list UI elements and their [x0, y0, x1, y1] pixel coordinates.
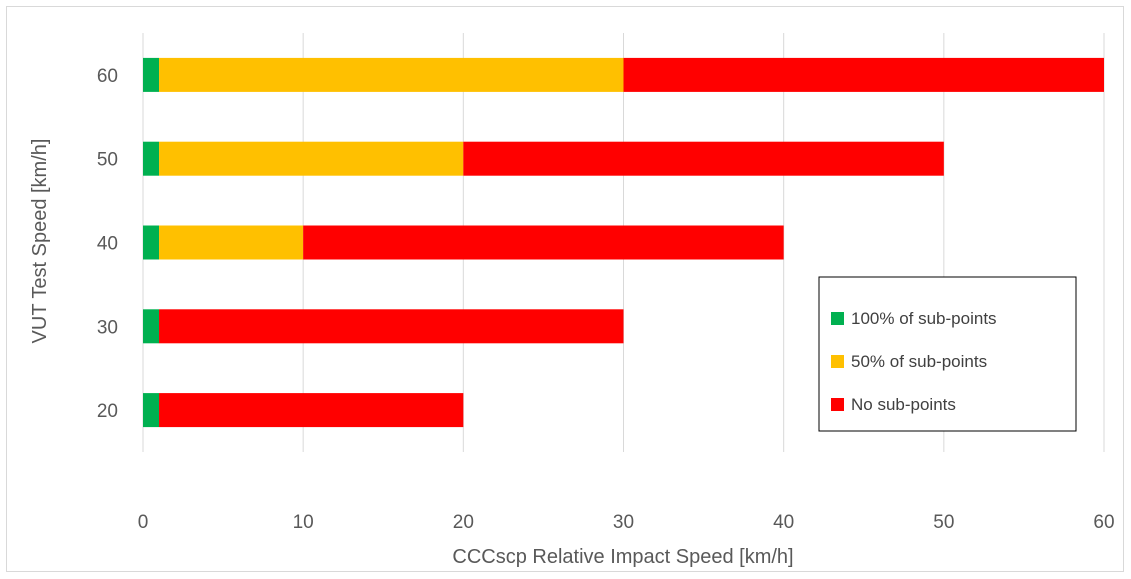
bar-segment-60-series-1	[159, 57, 624, 92]
bar-segment-60-series-0	[143, 57, 160, 92]
y-tick-label-30: 30	[97, 317, 118, 338]
legend-label-50-percent: 50% of sub-points	[851, 352, 987, 371]
y-axis-title: VUT Test Speed [km/h]	[29, 139, 51, 344]
x-tick-label-50: 50	[933, 512, 954, 533]
bar-segment-20-series-2	[159, 393, 464, 428]
bar-segment-50-series-1	[159, 141, 464, 176]
y-tick-label-20: 20	[97, 401, 118, 422]
legend-label-no-sub-points: No sub-points	[851, 395, 956, 414]
legend-swatch-100-percent	[831, 312, 844, 325]
x-tick-label-0: 0	[138, 512, 149, 533]
legend-swatch-50-percent	[831, 355, 844, 368]
y-tick-label-60: 60	[97, 66, 118, 87]
y-tick-label-40: 40	[97, 234, 118, 255]
x-tick-label-60: 60	[1093, 512, 1114, 533]
legend-swatch-no-sub-points	[831, 398, 844, 411]
bar-segment-30-series-0	[143, 309, 160, 344]
bar-segment-20-series-0	[143, 393, 160, 428]
y-tick-labels: 20 30 40 50 60	[97, 66, 118, 422]
bar-segment-60-series-2	[623, 57, 1104, 92]
bar-segment-40-series-0	[143, 225, 160, 260]
x-tick-label-20: 20	[453, 512, 474, 533]
bar-segment-40-series-1	[159, 225, 304, 260]
x-axis-title: CCCscp Relative Impact Speed [km/h]	[452, 546, 793, 568]
bars	[143, 57, 1104, 428]
bar-segment-50-series-0	[143, 141, 160, 176]
x-tick-labels: 0 10 20 30 40 50 60	[138, 512, 1115, 533]
bar-segment-30-series-2	[159, 309, 624, 344]
bar-segment-50-series-2	[463, 141, 944, 176]
bar-segment-40-series-2	[303, 225, 784, 260]
legend-box	[818, 276, 1077, 432]
legend: 100% of sub-points 50% of sub-points No …	[818, 276, 1077, 432]
x-tick-label-10: 10	[293, 512, 314, 533]
y-tick-label-50: 50	[97, 150, 118, 171]
legend-label-100-percent: 100% of sub-points	[851, 309, 997, 328]
x-tick-label-40: 40	[773, 512, 794, 533]
x-tick-label-30: 30	[613, 512, 634, 533]
